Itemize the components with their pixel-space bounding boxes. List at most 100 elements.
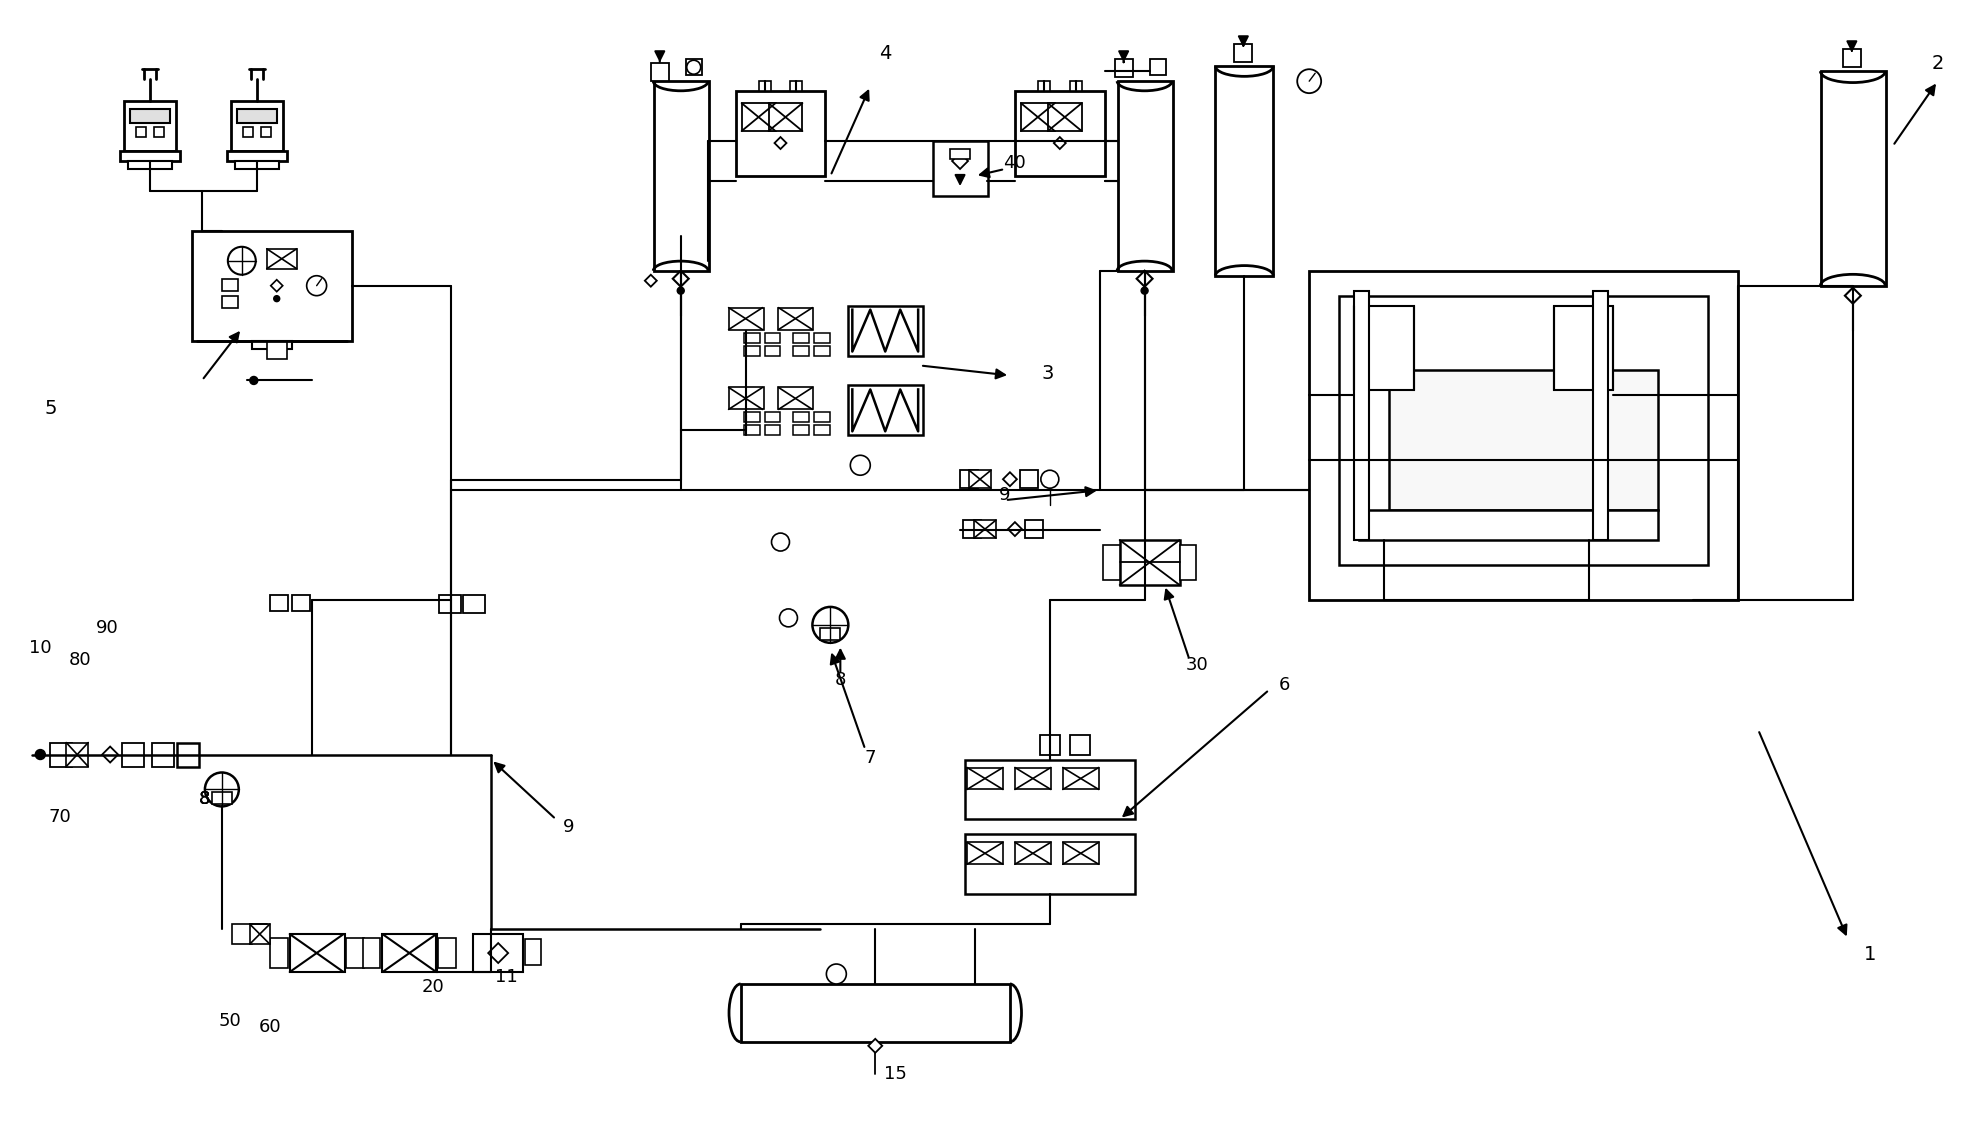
Bar bbox=[51, 742, 73, 767]
Bar bbox=[192, 231, 351, 341]
Bar bbox=[959, 470, 977, 488]
Bar bbox=[1179, 545, 1197, 580]
Bar bbox=[814, 333, 830, 342]
Bar bbox=[814, 412, 830, 423]
Polygon shape bbox=[271, 280, 283, 291]
Text: 80: 80 bbox=[69, 650, 92, 668]
Polygon shape bbox=[1844, 288, 1860, 304]
Bar bbox=[769, 103, 802, 131]
Bar bbox=[765, 412, 781, 423]
Bar bbox=[793, 333, 810, 342]
Bar bbox=[1389, 370, 1658, 510]
Bar bbox=[155, 127, 165, 137]
Bar bbox=[1354, 306, 1415, 391]
Bar bbox=[363, 938, 381, 968]
Bar bbox=[1038, 82, 1050, 91]
Circle shape bbox=[228, 247, 255, 274]
Bar bbox=[1354, 291, 1369, 540]
Text: 5: 5 bbox=[43, 399, 57, 418]
Text: 8: 8 bbox=[200, 791, 210, 809]
Bar bbox=[740, 983, 1010, 1042]
Circle shape bbox=[850, 455, 871, 475]
Bar bbox=[1842, 49, 1860, 67]
Bar bbox=[151, 742, 175, 767]
Polygon shape bbox=[1054, 137, 1065, 150]
Bar bbox=[1069, 734, 1089, 755]
Bar bbox=[759, 82, 771, 91]
Bar bbox=[120, 151, 181, 161]
Bar bbox=[267, 249, 296, 269]
Bar bbox=[967, 842, 1003, 864]
Polygon shape bbox=[775, 137, 787, 150]
Circle shape bbox=[249, 376, 257, 384]
Bar bbox=[222, 279, 237, 291]
Bar bbox=[765, 425, 781, 435]
Bar bbox=[820, 628, 840, 640]
Bar bbox=[791, 82, 802, 91]
Bar bbox=[292, 595, 310, 611]
Circle shape bbox=[677, 287, 685, 295]
Bar bbox=[965, 759, 1134, 819]
Bar bbox=[848, 385, 924, 435]
Bar bbox=[463, 595, 485, 613]
Bar bbox=[1063, 842, 1099, 864]
Bar bbox=[814, 346, 830, 356]
Bar bbox=[345, 938, 363, 968]
Circle shape bbox=[779, 608, 797, 627]
Text: 2: 2 bbox=[1931, 53, 1944, 73]
Bar bbox=[1014, 767, 1052, 790]
Bar bbox=[269, 938, 288, 968]
Text: 9: 9 bbox=[999, 486, 1010, 504]
Bar bbox=[848, 306, 924, 356]
Text: 15: 15 bbox=[883, 1065, 906, 1083]
Bar bbox=[1063, 767, 1099, 790]
Bar bbox=[1020, 103, 1056, 131]
Text: 40: 40 bbox=[1003, 154, 1026, 172]
Circle shape bbox=[306, 275, 326, 296]
Bar bbox=[232, 101, 283, 151]
Bar bbox=[177, 742, 198, 767]
Bar bbox=[267, 341, 286, 358]
Text: 50: 50 bbox=[218, 1012, 241, 1030]
Bar bbox=[269, 595, 288, 611]
Bar bbox=[1309, 271, 1738, 599]
Text: 7: 7 bbox=[865, 749, 875, 767]
Bar bbox=[1120, 540, 1179, 585]
Bar bbox=[1014, 842, 1052, 864]
Bar bbox=[793, 412, 810, 423]
Bar bbox=[67, 742, 88, 767]
Bar bbox=[1014, 91, 1105, 176]
Circle shape bbox=[204, 773, 239, 807]
Bar bbox=[1554, 306, 1613, 391]
Bar bbox=[728, 387, 763, 409]
Circle shape bbox=[35, 750, 45, 759]
Bar bbox=[1040, 734, 1059, 755]
Text: 8: 8 bbox=[200, 791, 210, 809]
Polygon shape bbox=[489, 943, 508, 963]
Text: 30: 30 bbox=[1187, 656, 1209, 674]
Bar bbox=[1069, 82, 1081, 91]
Bar bbox=[969, 470, 991, 488]
Bar bbox=[1360, 510, 1658, 540]
Bar bbox=[1340, 296, 1709, 565]
Text: 3: 3 bbox=[1042, 364, 1054, 383]
Circle shape bbox=[826, 964, 846, 983]
Bar bbox=[1024, 520, 1044, 538]
Bar bbox=[1118, 82, 1173, 271]
Bar bbox=[973, 520, 997, 538]
Bar bbox=[232, 925, 251, 944]
Bar bbox=[728, 308, 763, 330]
Bar bbox=[1234, 44, 1252, 62]
Circle shape bbox=[687, 60, 700, 74]
Bar bbox=[473, 934, 524, 972]
Text: 4: 4 bbox=[879, 44, 891, 62]
Polygon shape bbox=[1003, 472, 1016, 486]
Bar bbox=[383, 934, 438, 972]
Polygon shape bbox=[102, 747, 118, 763]
Polygon shape bbox=[645, 274, 657, 287]
Text: 10: 10 bbox=[29, 639, 51, 657]
Bar bbox=[653, 82, 708, 271]
Bar bbox=[222, 296, 237, 308]
Bar bbox=[950, 150, 969, 159]
Bar bbox=[1821, 71, 1885, 286]
